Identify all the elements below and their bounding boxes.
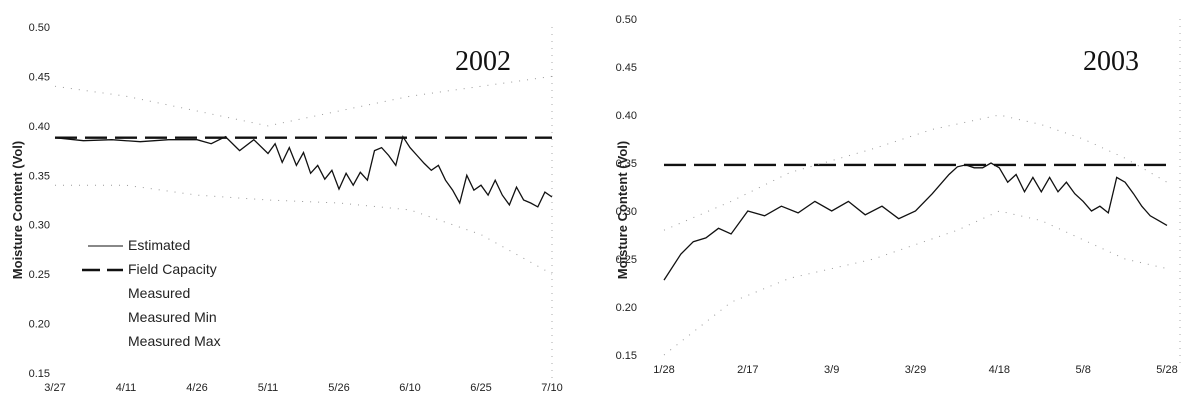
plot-area-2002: 0.50 0.45 0.40 0.35 0.30 0.25 0.20 0.15 3/27 4/11…	[29, 22, 563, 394]
y-tick-label: 0.45	[29, 71, 50, 83]
series-line-estimated	[54, 135, 553, 208]
series-line-measured-max	[54, 75, 553, 127]
x-tick-label: 4/11	[116, 382, 137, 394]
y-tick-label: 0.50	[616, 14, 637, 26]
y-axis-label-2002: Moisture Content (Vol)	[10, 141, 25, 279]
legend-entry-label: Field Capacity	[128, 261, 217, 277]
y-tick-label: 0.35	[29, 170, 50, 182]
y-tick-label: 0.50	[29, 22, 50, 34]
y-tick-label: 0.40	[616, 110, 637, 122]
y-tick-label: 0.25	[616, 254, 637, 266]
x-tick-label: 2/17	[737, 364, 758, 376]
x-tick-label: 3/29	[905, 364, 926, 376]
series-line-measured-max	[663, 114, 1168, 231]
x-tick-label: 5/26	[328, 382, 349, 394]
y-tick-label: 0.35	[616, 158, 637, 170]
series-line-measured-min	[663, 210, 1168, 356]
y-tick-label: 0.45	[616, 62, 637, 74]
x-tick-label: 4/26	[186, 382, 207, 394]
y-axis-label-2003: Moisture Content (Vol)	[615, 141, 630, 279]
x-tick-label: 7/10	[541, 382, 562, 394]
x-tick-label: 6/10	[399, 382, 420, 394]
x-tick-label: 6/25	[470, 382, 491, 394]
y-tick-label: 0.25	[29, 269, 50, 281]
x-tick-label: 5/8	[1076, 364, 1091, 376]
legend-entry-label: Measured Max	[128, 333, 221, 349]
chart-title-2002: 2002	[455, 46, 511, 77]
chart-2003: Moisture Content (Vol) 2003 0.50 0.45 0.40…	[615, 14, 1181, 376]
y-tick-label: 0.40	[29, 121, 50, 133]
legend-entry-label: Measured	[128, 285, 190, 301]
y-tick-label: 0.20	[29, 319, 50, 331]
x-tick-label: 3/27	[44, 382, 65, 394]
chart-title-2003: 2003	[1083, 46, 1139, 77]
chart-2002: Moisture Content (Vol) 2002 0.50 0.45 0.40…	[10, 22, 563, 394]
y-tick-label: 0.30	[616, 206, 637, 218]
y-tick-label: 0.15	[29, 368, 50, 380]
x-tick-label: 5/11	[258, 382, 279, 394]
legend-entry-label: Measured Min	[128, 309, 217, 325]
legend-entry-label: Estimated	[128, 237, 190, 253]
x-tick-label: 3/9	[824, 364, 839, 376]
plot-area-2003: 0.50 0.45 0.40 0.35 0.30 0.25 0.20 0.15 1/28 2/17…	[616, 14, 1181, 376]
y-tick-label: 0.15	[616, 350, 637, 362]
x-tick-label: 5/28	[1156, 364, 1177, 376]
legend: Estimated Field Capacity Measured Measured …	[82, 237, 221, 349]
y-tick-label: 0.30	[29, 220, 50, 232]
x-tick-label: 4/18	[989, 364, 1010, 376]
y-tick-label: 0.20	[616, 302, 637, 314]
series-line-estimated	[663, 162, 1168, 281]
x-tick-label: 1/28	[653, 364, 674, 376]
